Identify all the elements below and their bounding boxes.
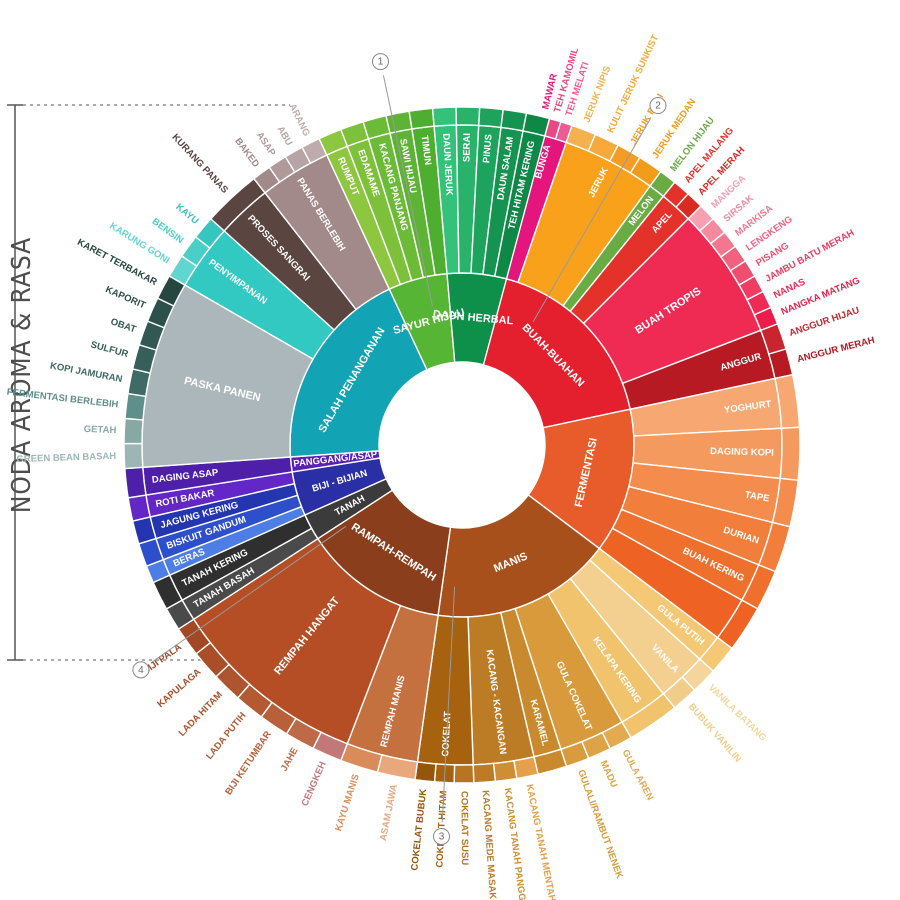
leaf-label-kacang-mede-masak: KACANG MEDE MASAK [480, 790, 498, 900]
leaf-kacang-mede-masak [472, 762, 497, 784]
subcategory-label-timun: TIMUN [419, 135, 434, 166]
wheel-center [379, 362, 545, 528]
marker-line-3 [441, 586, 456, 823]
leaf-label-getah: GETAH [84, 424, 117, 436]
leaf-label-abu: ABU [275, 124, 295, 147]
marker-line-2 [532, 117, 652, 323]
marker-label-3: 3 [439, 832, 445, 843]
marker-circle-1 [371, 53, 389, 71]
leaf-label-asam-jawa: ASAM JAWA [378, 783, 400, 842]
leaf-daging-asap [124, 466, 147, 499]
subcategory-label-daging-kopi: DAGING KOPI [710, 446, 774, 459]
leaf-label-madu: MADU [598, 759, 620, 790]
leaf-kacang-tanah-mentah [513, 755, 539, 780]
leaf-roti-bakar [127, 494, 152, 522]
subcategory-label-pinus: PINUS [481, 134, 494, 164]
leaf-label-kapulaga: KAPULAGA [155, 666, 203, 710]
marker-line-1 [382, 75, 433, 307]
leaf-label-asap: ASAP [254, 130, 278, 159]
leaf-green-bean-basah [123, 442, 144, 470]
leaf-label-green-bean-basah: GREEN BEAN BASAH [16, 451, 116, 465]
marker-circle-3 [432, 827, 450, 845]
leaf-label-kacang-tanah-mentah: KACANG TANAH MENTAH [524, 783, 558, 900]
leaf-pinus [478, 106, 504, 129]
leaf-cokelat-susu [453, 764, 475, 784]
leaf-kacang-tanah-panggang [492, 759, 518, 783]
subcategory-label-daun-jeruk: DAUN JERUK [440, 133, 454, 196]
leaf-label-lada-hitam: LADA HITAM [177, 689, 225, 738]
side-bracket [7, 104, 290, 661]
marker-circle-2 [649, 97, 667, 115]
leaf-label-jahe: JAHE [279, 746, 301, 774]
marker-label-1: 1 [378, 57, 384, 68]
leaf-label-anggur-merah: ANGGUR MERAH [796, 335, 876, 365]
leaf-label-cokelat-susu: COKELAT SUSU [458, 791, 469, 865]
leaf-label-kayu: KAYU [173, 202, 200, 227]
leaf-label-lada-putih: LADA PUTIH [204, 710, 249, 761]
leaf-label-kurang-panas: KURANG PANAS [170, 132, 230, 196]
leaf-getah [123, 417, 144, 445]
leaf-daun-jeruk [431, 106, 458, 127]
leaf-kopi-jamuran [127, 368, 152, 398]
leaf-label-arang: ARANG [286, 102, 311, 138]
leaf-label-cengkeh: CENGKEH [300, 760, 329, 808]
subcategory-label-serai: SERAI [461, 133, 473, 162]
marker-line-4 [152, 526, 346, 663]
marker-label-4: 4 [138, 665, 144, 676]
leaf-label-cokelat-bubuk: COKELAT BUBUK [409, 788, 429, 871]
leaf-label-biji-ketumbar: BIJI KETUMBAR [223, 729, 274, 797]
leaf-daging-kopi [779, 426, 801, 482]
leaf-sawi-hijau [385, 110, 413, 135]
leaf-label-kayu-manis: KAYU MANIS [333, 773, 362, 833]
leaf-teh-hitam-kering [522, 112, 551, 137]
leaf-label-sulfur: SULFUR [89, 339, 129, 360]
leaf-cokelat-bubuk [414, 761, 437, 783]
leaf-label-baked: BAKED [232, 136, 261, 170]
subcategory-label-tape: TAPE [744, 489, 770, 504]
leaf-label-kopi-jamuran: KOPI JAMURAN [49, 360, 123, 385]
leaf-fermentasi-berlebih [124, 392, 147, 421]
marker-label-2: 2 [655, 101, 661, 112]
leaf-label-bensin: BENSIN [150, 216, 186, 246]
leaf-label-kacang-tanah-panggang: KACANG TANAH PANGGANG [502, 787, 530, 900]
marker-circle-4 [132, 661, 150, 679]
leaf-serai [455, 106, 481, 127]
leaf-daun-salam [500, 108, 528, 132]
leaf-label-obat: OBAT [109, 316, 138, 335]
leaf-timun [408, 107, 435, 130]
leaf-label-gula-aren: GULA AREN [620, 748, 656, 803]
leaf-label-kaporit: KAPORIT [104, 284, 148, 311]
leaf-label-fermentasi-berlebih: FERMENTASI BERLEBIH [6, 387, 119, 411]
